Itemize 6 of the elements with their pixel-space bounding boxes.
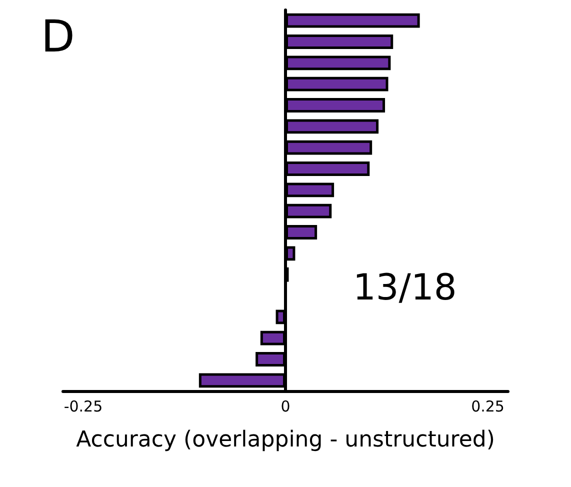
x-tick-label: 0 [280,398,290,416]
x-tick-label: 0.25 [471,398,504,416]
chart-title: D [41,12,75,62]
x-axis-title: Accuracy (overlapping - unstructured) [76,428,495,452]
annotation: 13/18 [353,268,457,308]
x-tick-label: -0.25 [64,398,103,416]
